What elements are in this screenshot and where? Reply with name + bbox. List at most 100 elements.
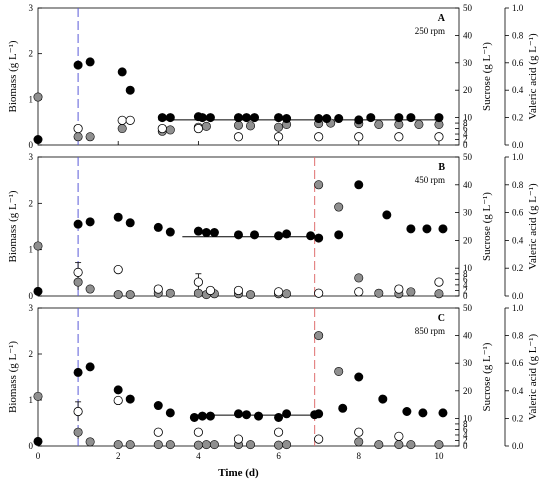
biomass-axis-title: Biomass (g L⁻¹) — [7, 190, 19, 262]
biomass-point — [165, 227, 175, 237]
sucrose-point — [165, 288, 175, 298]
valeric-point — [273, 427, 284, 437]
sucrose-point — [33, 241, 43, 251]
valeric-point — [73, 123, 83, 134]
panel-rpm-label: 850 rpm — [415, 326, 445, 336]
sucrose-tick-label: 20 — [463, 85, 473, 95]
sucrose-tick-label: 30 — [463, 358, 473, 368]
sucrose-point — [125, 440, 135, 450]
valeric-point — [273, 287, 284, 297]
sucrose-point — [334, 202, 344, 212]
biomass-point — [406, 113, 416, 123]
sucrose-tick-label: 6 — [463, 274, 468, 284]
sucrose-point — [193, 440, 203, 450]
biomass-point — [334, 114, 344, 124]
sucrose-point — [125, 290, 135, 300]
biomass-point — [274, 412, 284, 422]
biomass-point — [113, 385, 123, 395]
biomass-point — [314, 114, 324, 124]
biomass-point — [354, 180, 364, 190]
valeric-tick-label: 0.6 — [512, 208, 524, 218]
sucrose-point — [165, 125, 175, 135]
valeric-point — [113, 264, 123, 275]
valeric-point — [125, 115, 135, 125]
sucrose-point — [334, 366, 344, 376]
sucrose-point — [165, 440, 175, 450]
valeric-point — [354, 427, 364, 437]
biomass-point — [193, 226, 203, 236]
biomass-point — [197, 113, 207, 123]
sucrose-point — [274, 122, 284, 132]
biomass-point — [73, 367, 83, 377]
biomass-tick-label: 0 — [29, 291, 34, 301]
valeric-point — [73, 267, 83, 277]
biomass-point — [73, 60, 83, 70]
valeric-tick-label: 0.0 — [512, 140, 524, 150]
valeric-point — [314, 288, 324, 298]
biomass-tick-label: 0 — [29, 441, 34, 451]
biomass-point — [250, 113, 260, 123]
biomass-point — [422, 224, 432, 234]
biomass-tick-label: 1 — [29, 395, 34, 405]
time-tick-label: 6 — [276, 451, 281, 461]
valeric-tick-label: 0.6 — [512, 358, 524, 368]
biomass-tick-label: 3 — [29, 152, 34, 162]
biomass-tick-label: 1 — [29, 245, 34, 255]
panel-b: 01230246810203040500.00.20.40.60.81.0Bio… — [7, 152, 539, 301]
time-axis: 0 2 4 6 8 10 Time (d) — [36, 451, 444, 479]
biomass-point — [418, 408, 428, 418]
biomass-point — [322, 114, 332, 124]
biomass-point — [205, 411, 215, 421]
valeric-point — [193, 427, 203, 437]
valeric-tick-label: 1.0 — [512, 303, 524, 313]
sucrose-tick-label: 4 — [463, 430, 468, 440]
panel-rpm-label: 250 rpm — [415, 26, 445, 36]
valeric-point — [157, 123, 167, 134]
biomass-point — [241, 410, 251, 420]
sucrose-tick-label: 40 — [463, 30, 473, 40]
sucrose-point — [85, 437, 95, 447]
valeric-point — [394, 132, 404, 142]
biomass-point — [366, 113, 376, 123]
sucrose-point — [153, 440, 163, 450]
sucrose-tick-label: 4 — [463, 129, 468, 139]
valeric-point — [233, 285, 244, 296]
biomass-point — [189, 412, 199, 422]
plot-frame — [37, 7, 460, 146]
biomass-tick-label: 2 — [29, 49, 34, 59]
valeric-point — [73, 406, 83, 417]
valeric-point — [394, 284, 404, 294]
valeric-point — [314, 132, 324, 142]
biomass-point — [241, 113, 251, 123]
sucrose-point — [113, 290, 123, 300]
time-tick-label: 10 — [434, 451, 444, 461]
valeric-point — [193, 277, 203, 287]
biomass-point — [314, 409, 324, 419]
biomass-point — [233, 230, 243, 240]
valeric-point — [113, 395, 123, 406]
sucrose-tick-label: 30 — [463, 208, 473, 218]
valeric-point — [153, 284, 163, 294]
biomass-point — [274, 113, 284, 123]
sucrose-point — [314, 331, 324, 341]
time-tick-label: 0 — [36, 451, 41, 461]
valeric-point — [193, 123, 203, 134]
sucrose-tick-label: 20 — [463, 235, 473, 245]
sucrose-tick-label: 50 — [463, 152, 473, 162]
biomass-point — [406, 224, 416, 234]
valeric-tick-label: 0.8 — [512, 331, 524, 341]
sucrose-point — [117, 124, 127, 134]
sucrose-point — [73, 132, 83, 142]
biomass-tick-label: 2 — [29, 349, 34, 359]
sucrose-tick-label: 10 — [463, 263, 473, 273]
time-tick-label: 8 — [357, 451, 362, 461]
sucrose-tick-label: 30 — [463, 58, 473, 68]
panel-a: 01230246810203040500.00.20.40.60.81.0Bio… — [7, 3, 539, 150]
valeric-tick-label: 0.2 — [512, 263, 523, 273]
biomass-point — [209, 228, 219, 238]
sucrose-point — [414, 119, 424, 129]
sucrose-tick-label: 2 — [463, 285, 468, 295]
valeric-axis-title: Valeric acid (g L⁻¹) — [527, 33, 539, 120]
sucrose-tick-label: 50 — [463, 3, 473, 13]
sucrose-point — [374, 440, 384, 450]
